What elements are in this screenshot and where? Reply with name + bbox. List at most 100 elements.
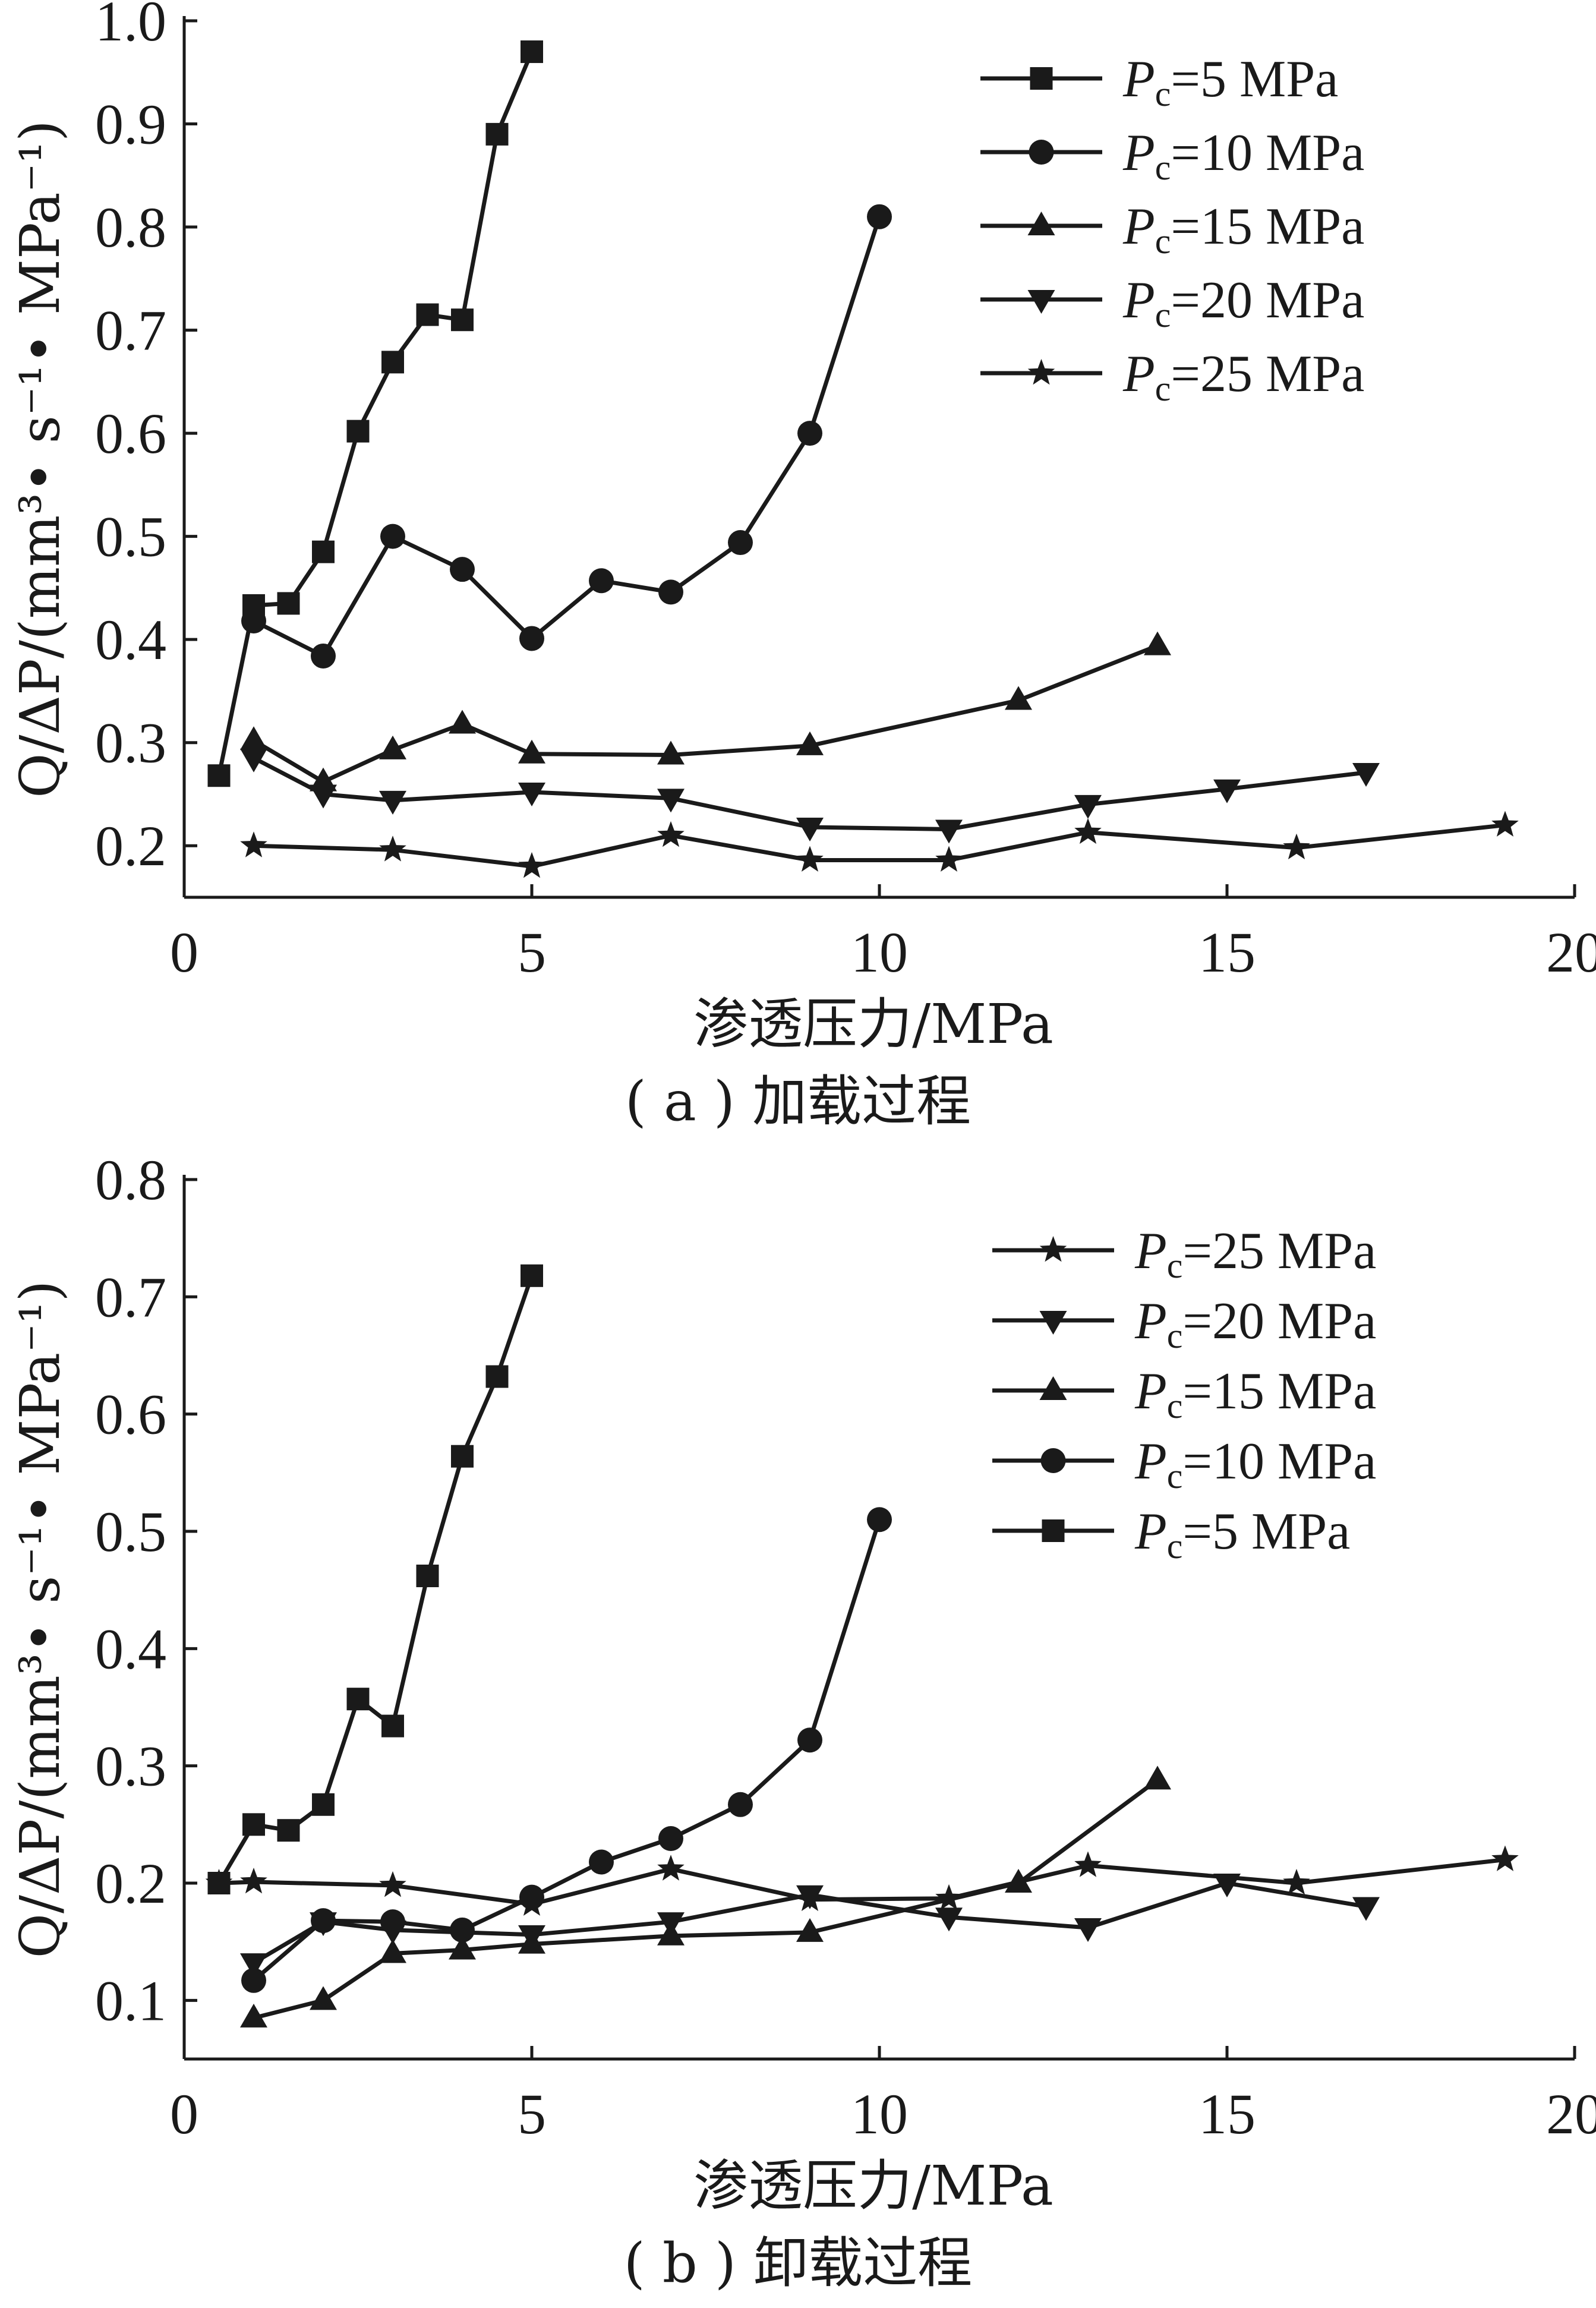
data-point: [658, 579, 683, 605]
y-tick-label: 0.8: [95, 1148, 166, 1212]
y-tick-label: 0.3: [95, 1735, 166, 1798]
x-axis-title: 渗透压力/MPa: [693, 2154, 1054, 2218]
legend-marker: [1029, 140, 1054, 165]
data-point: [312, 540, 335, 563]
data-point: [379, 835, 406, 862]
data-point: [796, 1885, 824, 1909]
data-point: [935, 819, 963, 844]
data-point: [240, 748, 267, 773]
data-point: [521, 40, 543, 64]
data-point: [1074, 794, 1102, 819]
legend-label: Pc=5 MPa: [1134, 1503, 1350, 1566]
legend-marker: [1040, 1448, 1066, 1473]
legend-marker: [1042, 1519, 1065, 1542]
legend-label: Pc=15 MPa: [1122, 198, 1364, 261]
data-point: [207, 764, 231, 787]
series-pc-10-mpa: [241, 1507, 892, 1993]
chart-caption: ( a ) 加载过程: [625, 1070, 971, 1133]
legend-marker: [1039, 1311, 1067, 1335]
legend-label: Pc=10 MPa: [1122, 124, 1364, 187]
data-point: [240, 726, 267, 751]
x-tick-label: 15: [1198, 2082, 1256, 2146]
y-tick-label: 0.6: [95, 1383, 166, 1446]
data-point: [380, 524, 405, 549]
data-point: [241, 1968, 266, 1993]
chart-panel-a: 0 5 10 15 20 0.2 0.3 0.4 0.5 0.6 0.7 0.8 0.9 1.0 渗透压力/…: [8, 0, 1596, 1133]
data-point: [1074, 1851, 1102, 1877]
data-point: [935, 1907, 963, 1932]
data-point: [379, 1871, 406, 1897]
data-point: [240, 831, 267, 857]
data-point: [797, 1727, 822, 1753]
data-point: [1005, 1869, 1032, 1893]
data-point: [240, 2003, 267, 2028]
y-tick-label: 1.0: [95, 0, 166, 53]
data-point: [518, 852, 545, 878]
series-pc-10-mpa: [241, 204, 892, 669]
data-point: [1144, 631, 1171, 655]
data-point: [240, 1953, 267, 1978]
legend-marker: [1027, 212, 1055, 235]
data-point: [1074, 818, 1102, 844]
data-point: [346, 420, 370, 443]
y-tick-label: 0.9: [95, 93, 166, 156]
data-point: [451, 308, 474, 332]
series-pc-5-mpa: [207, 40, 543, 787]
data-point: [796, 818, 824, 841]
data-point: [207, 1872, 231, 1894]
y-tick-label: 0.4: [95, 1617, 166, 1680]
legend-item: Pc=10 MPa: [980, 124, 1364, 187]
series-line: [253, 216, 882, 658]
legend-item: Pc=5 MPa: [992, 1503, 1350, 1566]
series-pc-25-mpa: [240, 811, 1519, 878]
data-point: [450, 1917, 475, 1943]
series-line: [253, 644, 1159, 784]
y-tick-label: 0.2: [95, 814, 166, 878]
series-line: [253, 1881, 1367, 1965]
y-tick-label: 0.1: [95, 1969, 166, 2032]
y-tick-label: 0.7: [95, 1265, 166, 1329]
series-line: [253, 1778, 1159, 2020]
data-point: [867, 1507, 892, 1533]
legend-item: Pc=15 MPa: [992, 1363, 1376, 1426]
data-point: [450, 557, 475, 582]
y-axis-title: Q/ΔP/(mm³• s⁻¹• MPa⁻¹): [8, 120, 72, 798]
data-point: [1283, 1869, 1310, 1895]
data-point: [311, 643, 336, 669]
legend-item: Pc=5 MPa: [980, 51, 1338, 113]
x-tick-label: 10: [851, 2082, 908, 2146]
y-tick-label: 0.3: [95, 711, 166, 775]
series-line: [217, 51, 534, 776]
data-point: [657, 789, 685, 813]
data-point: [312, 1793, 335, 1816]
y-tick-label: 0.4: [95, 608, 166, 671]
data-point: [346, 1688, 370, 1711]
legend-item: Pc=20 MPa: [992, 1292, 1376, 1355]
legend-label: Pc=20 MPa: [1122, 272, 1364, 335]
legend-label: Pc=5 MPa: [1122, 51, 1338, 113]
data-point: [657, 821, 685, 847]
y-tick-label: 0.7: [95, 299, 166, 362]
legend-label: Pc=10 MPa: [1134, 1433, 1376, 1496]
data-point: [657, 1921, 685, 1946]
x-axis-title: 渗透压力/MPa: [693, 992, 1054, 1056]
data-point: [1074, 1918, 1102, 1942]
legend-item: Pc=15 MPa: [980, 198, 1364, 261]
data-point: [1283, 833, 1310, 860]
legend-label: Pc=25 MPa: [1134, 1222, 1376, 1285]
data-point: [518, 783, 545, 806]
series-line: [252, 1519, 882, 1982]
data-point: [379, 1939, 406, 1963]
data-point: [449, 1935, 476, 1960]
data-point: [485, 1365, 509, 1388]
data-point: [1491, 1845, 1519, 1871]
x-tick-label: 15: [1198, 920, 1256, 984]
legend-item: Pc=10 MPa: [992, 1433, 1376, 1496]
data-point: [797, 421, 822, 446]
data-point: [311, 1908, 336, 1934]
legend-marker: [1039, 1376, 1067, 1400]
y-tick-label: 0.8: [95, 196, 166, 259]
data-point: [519, 626, 544, 651]
x-tick-label: 5: [518, 2082, 546, 2146]
